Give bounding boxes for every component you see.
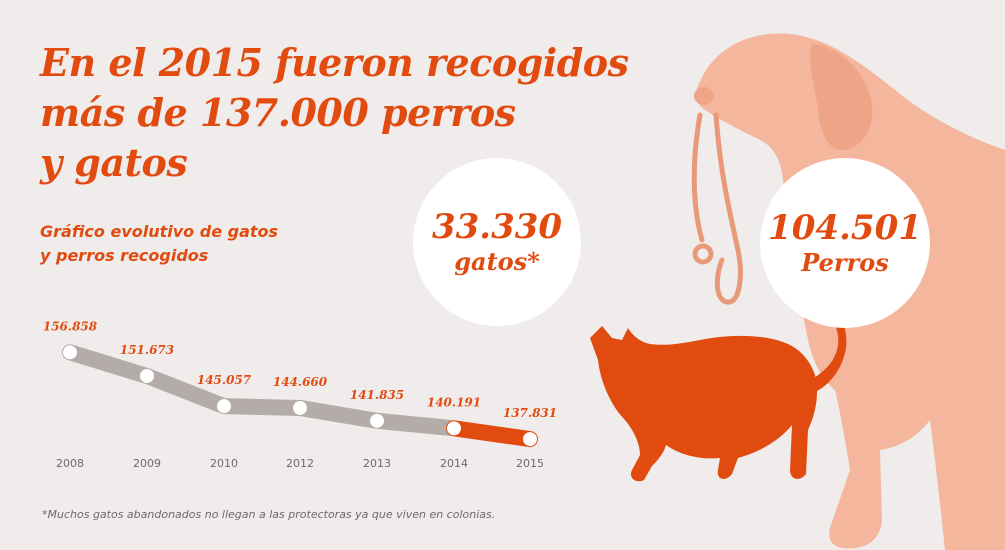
data-point-2010 bbox=[217, 399, 231, 414]
data-label-2009: 151.673 bbox=[120, 343, 174, 357]
data-point-2015 bbox=[523, 432, 537, 447]
stat-perros-label: Perros bbox=[801, 248, 889, 277]
data-point-2012 bbox=[293, 400, 307, 415]
dog-nose bbox=[694, 87, 714, 105]
leash-ring bbox=[692, 243, 714, 265]
data-point-2013 bbox=[370, 413, 384, 428]
stat-perros-value: 104.501 bbox=[768, 208, 922, 248]
x-tick-label-2013: 2013 bbox=[363, 457, 391, 470]
data-label-2010: 145.057 bbox=[197, 373, 252, 387]
series-line-gray bbox=[62, 344, 462, 437]
data-label-2008: 156.858 bbox=[43, 319, 98, 333]
subtitle-line-1: Gráfico evolutivo de gatos bbox=[40, 222, 279, 241]
leash-strand-right bbox=[713, 112, 743, 305]
leash-illustration bbox=[691, 112, 743, 305]
x-tick-label-2010: 2010 bbox=[210, 457, 238, 470]
stat-circle-gatos: 33.330 gatos* bbox=[413, 158, 581, 326]
data-label-2015: 137.831 bbox=[503, 406, 557, 420]
x-tick-label-2014: 2014 bbox=[440, 457, 468, 470]
headline-line-1: En el 2015 fueron recogidos bbox=[40, 40, 629, 85]
cat-body bbox=[590, 326, 818, 482]
stat-gatos-value: 33.330 bbox=[431, 207, 563, 247]
series-line-highlight bbox=[446, 420, 538, 448]
headline-line-2: más de 137.000 perros bbox=[40, 90, 516, 135]
data-point-2008 bbox=[63, 345, 77, 360]
x-tick-label-2009: 2009 bbox=[133, 457, 161, 470]
leash-strand-left bbox=[691, 112, 705, 243]
dog-ear bbox=[810, 44, 873, 150]
data-label-2013: 141.835 bbox=[350, 388, 404, 402]
headline: En el 2015 fueron recogidos más de 137.0… bbox=[40, 38, 660, 188]
data-point-2009 bbox=[140, 368, 154, 383]
data-label-2014: 140.191 bbox=[427, 395, 481, 409]
x-tick-label-2012: 2012 bbox=[286, 457, 314, 470]
x-tick-label-2008: 2008 bbox=[56, 457, 84, 470]
headline-line-3: y gatos bbox=[40, 140, 188, 185]
chart-subtitle: Gráfico evolutivo de gatos y perros reco… bbox=[40, 220, 360, 268]
data-label-2012: 144.660 bbox=[273, 375, 328, 389]
stat-circle-perros: 104.501 Perros bbox=[760, 158, 930, 328]
data-point-2014 bbox=[447, 421, 461, 436]
subtitle-line-2: y perros recogidos bbox=[40, 246, 209, 265]
footnote: *Muchos gatos abandonados no llegan a la… bbox=[42, 508, 496, 521]
stat-gatos-label: gatos* bbox=[454, 247, 540, 276]
x-tick-label-2015: 2015 bbox=[516, 457, 544, 470]
